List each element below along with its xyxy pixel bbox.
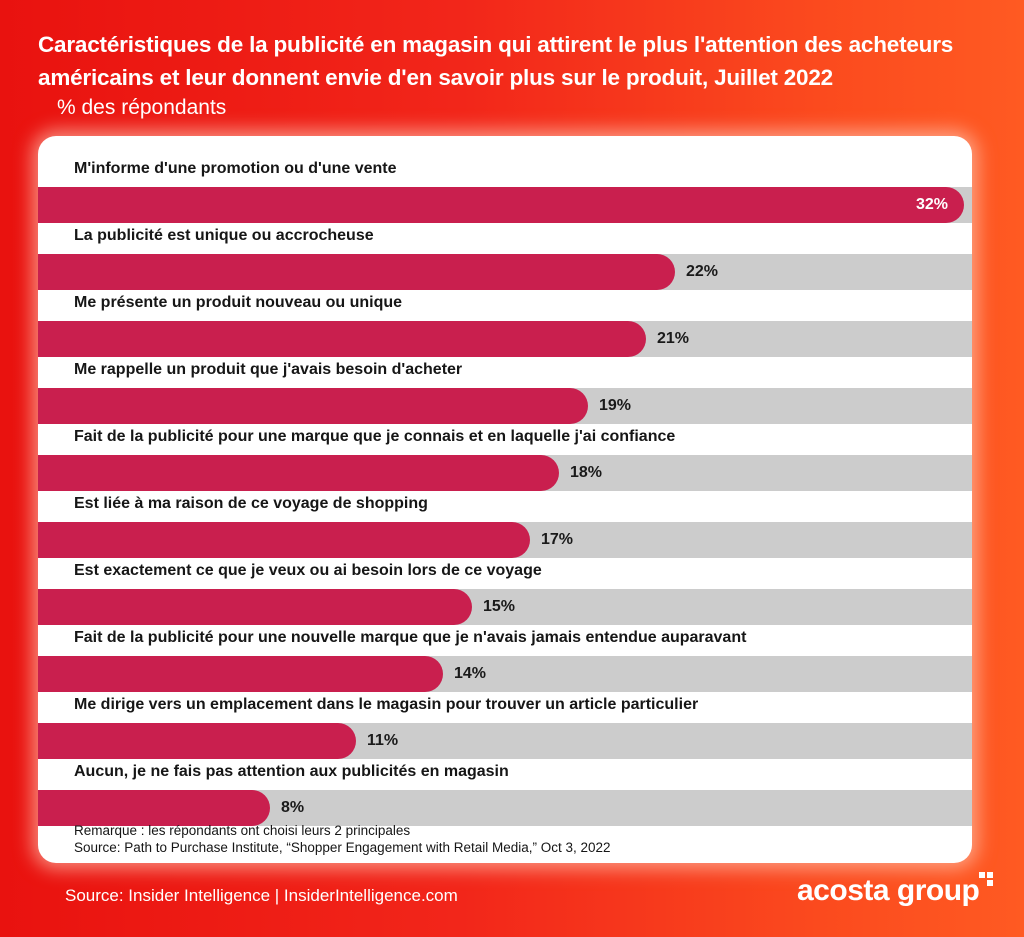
bar-value-label: 18% [570, 464, 603, 481]
bar-track: 14% [38, 656, 972, 692]
bar [38, 455, 559, 491]
bar-row: Me rappelle un produit que j'avais besoi… [38, 351, 972, 424]
bar-track: 19% [38, 388, 972, 424]
bar-track: 15% [38, 589, 972, 625]
bar-value-label: 22% [686, 263, 719, 280]
bar [38, 321, 646, 357]
bar-row: Me dirige vers un emplacement dans le ma… [38, 686, 972, 759]
bar-track: 22% [38, 254, 972, 290]
chart-subtitle: % des répondants [57, 96, 227, 119]
bar-value-label: 32% [916, 196, 949, 213]
bar-track: 32% [38, 187, 972, 223]
bar [38, 656, 443, 692]
bar-track: 8% [38, 790, 972, 826]
bar-value-label: 15% [483, 598, 516, 615]
bar-category-label: Fait de la publicité pour une marque que… [74, 428, 676, 445]
bar-value-label: 8% [281, 799, 305, 816]
bar-row: Me présente un produit nouveau ou unique… [38, 284, 972, 357]
bar-category-label: Est liée à ma raison de ce voyage de sho… [74, 495, 428, 512]
bar-category-label: La publicité est unique ou accrocheuse [74, 227, 374, 244]
bar [38, 790, 270, 826]
chart-card: M'informe d'une promotion ou d'une vente… [38, 136, 972, 863]
footer-source: Source: Insider Intelligence | InsiderIn… [65, 886, 458, 905]
bar [38, 589, 472, 625]
bar-value-label: 17% [541, 531, 574, 548]
bar-category-label: M'informe d'une promotion ou d'une vente [74, 160, 397, 177]
bar-row: Fait de la publicité pour une marque que… [38, 418, 972, 491]
chart-title: Caractéristiques de la publicité en maga… [38, 32, 954, 90]
bar-category-label: Est exactement ce que je veux ou ai beso… [74, 562, 542, 579]
bar-value-label: 21% [657, 330, 690, 347]
bar-category-label: Me présente un produit nouveau ou unique [74, 294, 403, 311]
bar [38, 254, 675, 290]
acosta-logo: acosta group [797, 872, 997, 914]
bar-row: Aucun, je ne fais pas attention aux publ… [38, 753, 972, 826]
bar [38, 723, 356, 759]
bar-row: Est exactement ce que je veux ou ai beso… [38, 552, 972, 625]
bar-track: 18% [38, 455, 972, 491]
bar-value-label: 14% [454, 665, 487, 682]
bar [38, 522, 530, 558]
bar-row: M'informe d'une promotion ou d'une vente… [38, 150, 972, 223]
bar-category-label: Aucun, je ne fais pas attention aux publ… [74, 763, 509, 780]
source-note: Source: Path to Purchase Institute, “Sho… [74, 840, 611, 855]
bar-value-label: 11% [367, 732, 399, 749]
logo-text: acosta group [797, 874, 980, 907]
bar-row: Fait de la publicité pour une nouvelle m… [38, 619, 972, 692]
bar-row: La publicité est unique ou accrocheuse 22… [38, 217, 972, 290]
bar-category-label: Me dirige vers un emplacement dans le ma… [74, 696, 699, 713]
bar [38, 187, 964, 223]
bar-value-label: 19% [599, 397, 632, 414]
bar-row: Est liée à ma raison de ce voyage de sho… [38, 485, 972, 558]
bar-category-label: Me rappelle un produit que j'avais besoi… [74, 361, 463, 378]
chart-notes: Remarque : les répondants ont choisi leu… [74, 822, 611, 856]
bar-track: 21% [38, 321, 972, 357]
remark-note: Remarque : les répondants ont choisi leu… [74, 823, 411, 838]
bar-track: 11% [38, 723, 972, 759]
bar-category-label: Fait de la publicité pour une nouvelle m… [74, 629, 747, 646]
bar [38, 388, 588, 424]
corner-mark-icon [979, 872, 993, 886]
bar-track: 17% [38, 522, 972, 558]
